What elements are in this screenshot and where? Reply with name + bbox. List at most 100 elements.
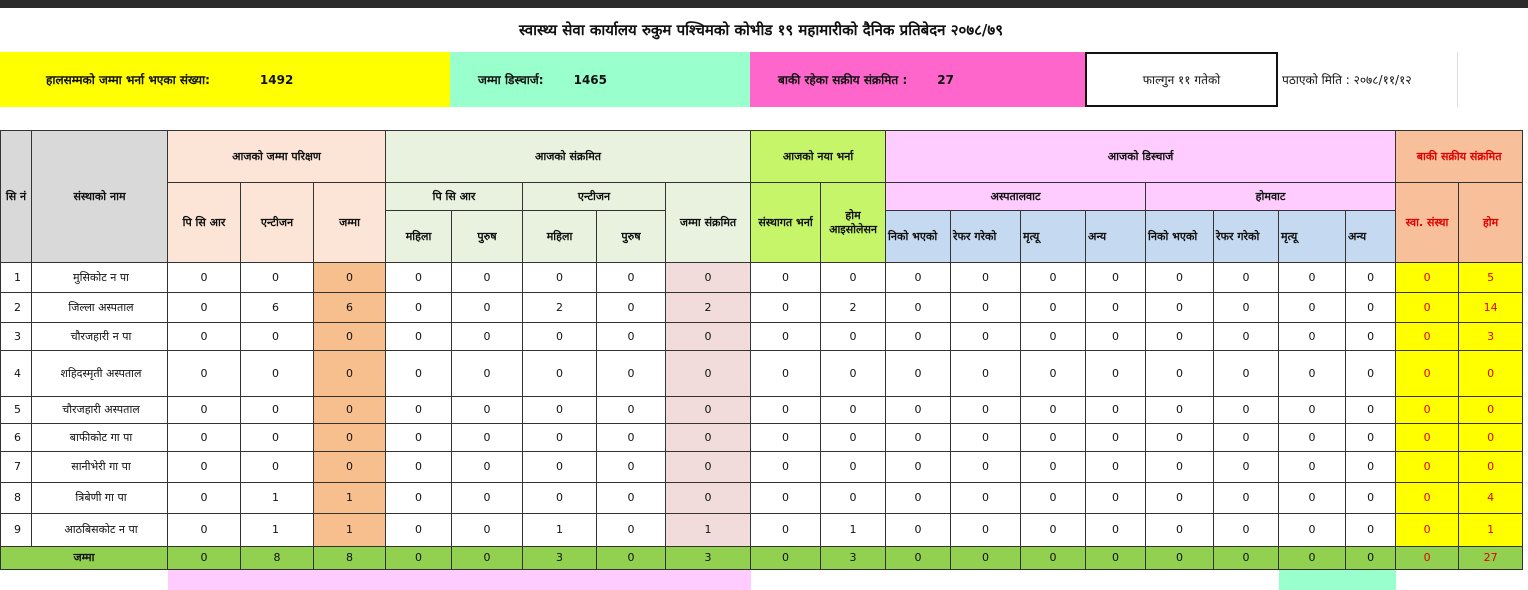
total-cell[interactable]: 0 <box>1020 546 1087 570</box>
report-day[interactable]: फाल्गुन ११ गतेको <box>1085 52 1278 107</box>
total-cell[interactable]: 0 <box>1085 546 1147 570</box>
table-cell[interactable]: 0 <box>596 322 667 351</box>
empty-cell[interactable] <box>751 570 1279 590</box>
table-cell[interactable]: 6 <box>312 292 387 323</box>
table-cell[interactable]: 0 <box>522 350 598 397</box>
table-cell[interactable]: 0 <box>1085 322 1147 351</box>
table-cell[interactable]: 0 <box>451 396 524 424</box>
table-cell[interactable]: 0 <box>312 322 387 351</box>
table-cell[interactable]: 0 <box>167 262 241 293</box>
table-cell[interactable]: शहिदस्मृती अस्पताल <box>31 350 168 397</box>
table-cell[interactable]: 0 <box>1345 451 1397 483</box>
table-cell[interactable]: 0 <box>1345 396 1397 424</box>
table-cell[interactable]: 0 <box>451 513 524 547</box>
table-cell[interactable]: 3 <box>0 322 32 351</box>
table-cell[interactable]: 0 <box>950 423 1022 452</box>
table-cell[interactable]: 0 <box>385 322 453 351</box>
total-cell[interactable]: 8 <box>240 546 314 570</box>
table-cell[interactable]: 0 <box>750 423 822 452</box>
table-cell[interactable]: 0 <box>665 350 752 397</box>
table-cell[interactable]: 2 <box>522 292 598 323</box>
total-cell[interactable]: 0 <box>385 546 453 570</box>
table-cell[interactable]: 0 <box>1278 451 1347 483</box>
table-cell[interactable]: 2 <box>665 292 752 323</box>
table-cell[interactable]: 6 <box>0 423 32 452</box>
table-cell[interactable]: 0 <box>885 396 952 424</box>
table-cell[interactable]: 0 <box>451 322 524 351</box>
table-cell[interactable]: 0 <box>1085 350 1147 397</box>
table-cell[interactable]: 2 <box>820 292 887 323</box>
table-cell[interactable]: 4 <box>1458 482 1524 514</box>
total-cell[interactable]: 8 <box>312 546 387 570</box>
table-cell[interactable]: 0 <box>950 513 1022 547</box>
table-cell[interactable]: 0 <box>665 423 752 452</box>
table-cell[interactable]: 0 <box>167 482 241 514</box>
table-cell[interactable]: 0 <box>1395 322 1460 351</box>
table-cell[interactable]: 9 <box>0 513 32 547</box>
table-cell[interactable]: 0 <box>1395 292 1460 323</box>
table-cell[interactable]: 0 <box>1458 396 1524 424</box>
table-cell[interactable]: 0 <box>1020 482 1087 514</box>
table-cell[interactable]: 0 <box>240 423 314 452</box>
table-cell[interactable]: चौरजहारी न पा <box>31 322 168 351</box>
table-cell[interactable]: 5 <box>0 396 32 424</box>
table-cell[interactable]: 0 <box>1085 451 1147 483</box>
table-cell[interactable]: 0 <box>385 262 453 293</box>
table-cell[interactable]: 0 <box>665 451 752 483</box>
table-cell[interactable]: 0 <box>1213 451 1280 483</box>
total-cell[interactable]: 0 <box>885 546 952 570</box>
table-cell[interactable]: चौरजहारी अस्पताल <box>31 396 168 424</box>
table-cell[interactable]: 0 <box>167 423 241 452</box>
header-from-hospital[interactable]: अस्पतालवाट <box>885 182 1147 211</box>
table-cell[interactable]: 0 <box>1345 262 1397 293</box>
table-cell[interactable]: 0 <box>1020 262 1087 293</box>
header-active[interactable]: बाकी सक्रीय संक्रमित <box>1395 130 1524 183</box>
header-testing[interactable]: आजको जम्मा परिक्षण <box>166 130 387 183</box>
table-cell[interactable]: 0 <box>1020 451 1087 483</box>
table-cell[interactable]: 0 <box>665 396 752 424</box>
header-sn[interactable]: सि नं <box>0 130 32 263</box>
table-cell[interactable]: 6 <box>240 292 314 323</box>
table-cell[interactable]: 0 <box>1278 350 1347 397</box>
table-cell[interactable]: 0 <box>1213 423 1280 452</box>
table-cell[interactable]: 0 <box>1085 423 1147 452</box>
table-cell[interactable]: 4 <box>0 350 32 397</box>
table-cell[interactable]: 0 <box>1395 350 1460 397</box>
table-cell[interactable]: 0 <box>1145 482 1215 514</box>
header-from-home[interactable]: होमवाट <box>1145 182 1397 211</box>
total-cell[interactable]: 0 <box>950 546 1022 570</box>
table-cell[interactable]: 0 <box>522 423 598 452</box>
table-cell[interactable]: 0 <box>885 423 952 452</box>
total-cell[interactable]: 0 <box>451 546 524 570</box>
header-pcr-male[interactable]: पुरुष <box>451 210 524 263</box>
table-cell[interactable]: 0 <box>1458 451 1524 483</box>
table-cell[interactable]: 0 <box>1085 396 1147 424</box>
header-inf-antigen[interactable]: एन्टीजन <box>522 182 667 211</box>
table-cell[interactable]: 0 <box>522 262 598 293</box>
total-cell[interactable]: 0 <box>596 546 667 570</box>
table-cell[interactable]: 0 <box>1458 423 1524 452</box>
total-cell[interactable]: 0 <box>1278 546 1347 570</box>
header-institutional[interactable]: संस्थागत भर्ना <box>750 182 822 263</box>
table-cell[interactable]: 0 <box>385 482 453 514</box>
table-cell[interactable]: 0 <box>1395 513 1460 547</box>
table-cell[interactable]: 0 <box>820 396 887 424</box>
header-hosp-cured[interactable]: निको भएको <box>885 210 952 263</box>
table-cell[interactable]: 0 <box>167 396 241 424</box>
total-cell[interactable]: 0 <box>1395 546 1460 570</box>
table-cell[interactable]: 0 <box>820 423 887 452</box>
table-cell[interactable]: 7 <box>0 451 32 483</box>
table-cell[interactable]: 0 <box>1345 482 1397 514</box>
table-cell[interactable]: 0 <box>885 262 952 293</box>
table-cell[interactable]: 0 <box>750 322 822 351</box>
table-cell[interactable]: 0 <box>596 513 667 547</box>
table-cell[interactable]: 0 <box>596 396 667 424</box>
table-cell[interactable]: 0 <box>750 350 822 397</box>
table-cell[interactable]: 0 <box>240 350 314 397</box>
table-cell[interactable]: 0 <box>950 350 1022 397</box>
table-cell[interactable]: 0 <box>1020 396 1087 424</box>
table-cell[interactable]: 0 <box>1213 396 1280 424</box>
table-cell[interactable]: 0 <box>665 482 752 514</box>
table-cell[interactable]: 0 <box>240 262 314 293</box>
table-cell[interactable]: 0 <box>240 451 314 483</box>
